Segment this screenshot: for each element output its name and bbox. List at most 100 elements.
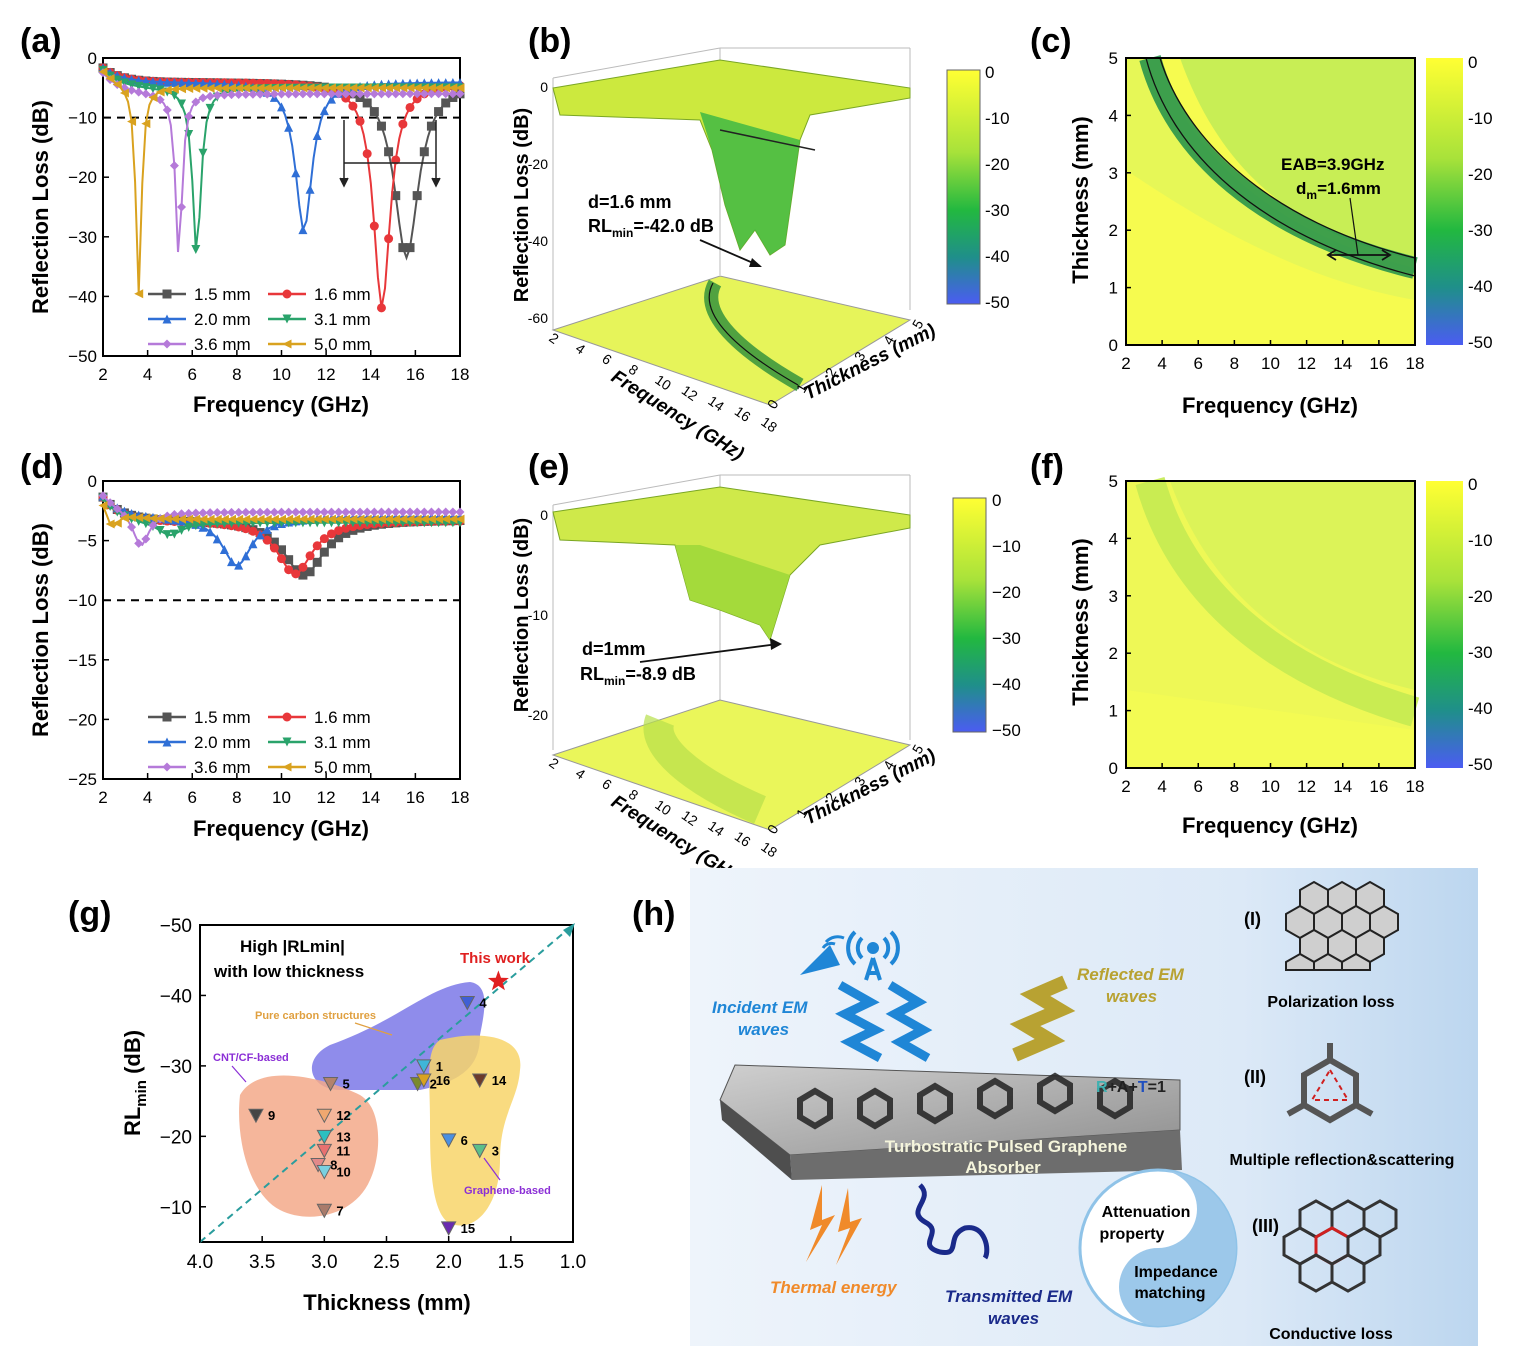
a-data-point [391, 155, 401, 165]
d-data-point [319, 547, 329, 557]
reflected-wave [1009, 975, 1076, 1062]
panel-e-annotation-arrow [639, 643, 779, 663]
panel-a-series [98, 63, 465, 313]
panel-e-floor-map [551, 699, 912, 831]
panel-b-floor-band [704, 279, 804, 392]
d-data-point [284, 555, 294, 565]
a-data-point [291, 89, 301, 99]
thermal-flame-1 [806, 1185, 835, 1262]
a-data-point [169, 77, 179, 87]
d-data-point [219, 545, 229, 555]
absorber-slab-front [790, 1130, 1182, 1180]
a-data-point [241, 89, 251, 99]
a-data-point [269, 83, 279, 93]
panel-g-group-graphene [429, 1035, 521, 1226]
f-x-tick-label: 10 [1261, 777, 1280, 796]
a-data-point [391, 83, 401, 93]
a-data-point [355, 89, 365, 99]
d-data-point [448, 507, 458, 517]
e-x-tick-label: 2 [546, 754, 562, 772]
panel-e-annotation-2: RLmin=-8.9 dB [580, 664, 696, 688]
mechanism-1-label: Polarization loss [1267, 994, 1394, 1011]
a-data-point [184, 78, 194, 88]
d-data-point [441, 514, 451, 524]
f-y-tick-label: 5 [1109, 472, 1118, 491]
panel-e-label: (e) [528, 448, 570, 486]
a-data-point [298, 83, 308, 93]
panel-b-surface-valley [700, 112, 800, 255]
a-data-point [412, 94, 422, 104]
d-data-point [205, 514, 215, 524]
d-data-point [277, 545, 286, 555]
a-data-point [376, 303, 386, 313]
a-data-point [177, 99, 187, 109]
scattering-hexagon-icon [1286, 1043, 1374, 1124]
panel-e-floor-band [643, 714, 766, 824]
d-data-point [334, 526, 344, 536]
panel-f-heatmap-lower [1126, 690, 1415, 768]
e-z-tick-label: -10 [528, 607, 548, 623]
d-data-point [255, 507, 265, 517]
panel-g-group-label-cnt: CNT/CF-based [213, 1052, 289, 1064]
d-data-point [262, 514, 272, 524]
d-data-point [119, 513, 129, 523]
f-y-tick-label: 3 [1109, 587, 1118, 606]
d-data-point [334, 514, 344, 524]
a-x-tick-label: 8 [232, 365, 241, 384]
a-data-point [298, 225, 308, 235]
d-data-point [212, 514, 222, 524]
a-data-point [405, 89, 415, 99]
b-z-tick-label: -20 [528, 156, 548, 172]
a-data-point [319, 89, 329, 99]
d-data-point [334, 533, 344, 543]
panel-e-z-ticks: 0 -10 -20 [528, 507, 548, 723]
a-data-point [177, 78, 187, 88]
d-data-point [326, 507, 336, 517]
d-data-point [169, 529, 179, 539]
d-legend-marker [282, 712, 292, 722]
attenuation-label-1: Attenuation [1102, 1204, 1191, 1221]
panel-b-annotation-2: RLmin=-42.0 dB [588, 216, 714, 240]
d-data-point [341, 514, 351, 524]
d-legend-label: 5.0 mm [314, 758, 371, 777]
d-legend-label: 3.6 mm [194, 758, 251, 777]
panel-f-colorbar [1426, 481, 1463, 768]
panel-h-label: (h) [632, 895, 675, 933]
a-legend-label: 2.0 mm [194, 310, 251, 329]
a-data-point [362, 89, 372, 99]
mechanism-3-label: Conductive loss [1269, 1326, 1393, 1343]
a-data-point [112, 79, 122, 89]
panel-c-contour-lower [1145, 57, 1416, 277]
d-data-point [319, 507, 329, 517]
panel-e-surface-valley [675, 545, 790, 640]
d-data-point [134, 512, 144, 522]
panel-g-x-ticks: 4.0 3.5 3.0 2.5 2.0 1.5 1.0 [187, 1236, 586, 1273]
a-data-point [419, 83, 429, 93]
e-colorbar-label: −30 [992, 629, 1021, 648]
d-data-point [291, 514, 301, 524]
transmitted-label-2: waves [988, 1309, 1039, 1328]
d-data-point [255, 514, 265, 524]
g-y-tick-label: −10 [160, 1198, 192, 1219]
d-data-point [191, 508, 201, 518]
d-data-point [298, 507, 308, 517]
panel-c: (c) EAB=3.9GHz dm=1.6mm 2 4 6 8 10 12 14 16 18 0… [1030, 22, 1493, 418]
mechanism-2-label: Multiple reflection&scattering [1230, 1152, 1455, 1169]
d-data-point [298, 562, 308, 572]
g-data-point-label: 8 [330, 1158, 337, 1173]
c-x-tick-label: 6 [1194, 354, 1203, 373]
panel-c-y-title: Thickness (mm) [1068, 116, 1093, 284]
d-data-point [241, 524, 251, 534]
d-y-tick-label: −5 [78, 532, 97, 551]
d-legend-marker [282, 737, 292, 747]
b-x-tick-label: 18 [758, 413, 780, 435]
a-data-point [119, 78, 129, 88]
c-x-tick-label: 10 [1261, 354, 1280, 373]
a-data-point [362, 149, 372, 159]
d-data-point [391, 507, 401, 517]
d-data-point [198, 514, 208, 524]
a-data-point [184, 84, 194, 94]
a-data-point [284, 83, 294, 93]
mechanism-3-tag: (III) [1252, 1216, 1279, 1236]
a-data-point [127, 117, 137, 127]
